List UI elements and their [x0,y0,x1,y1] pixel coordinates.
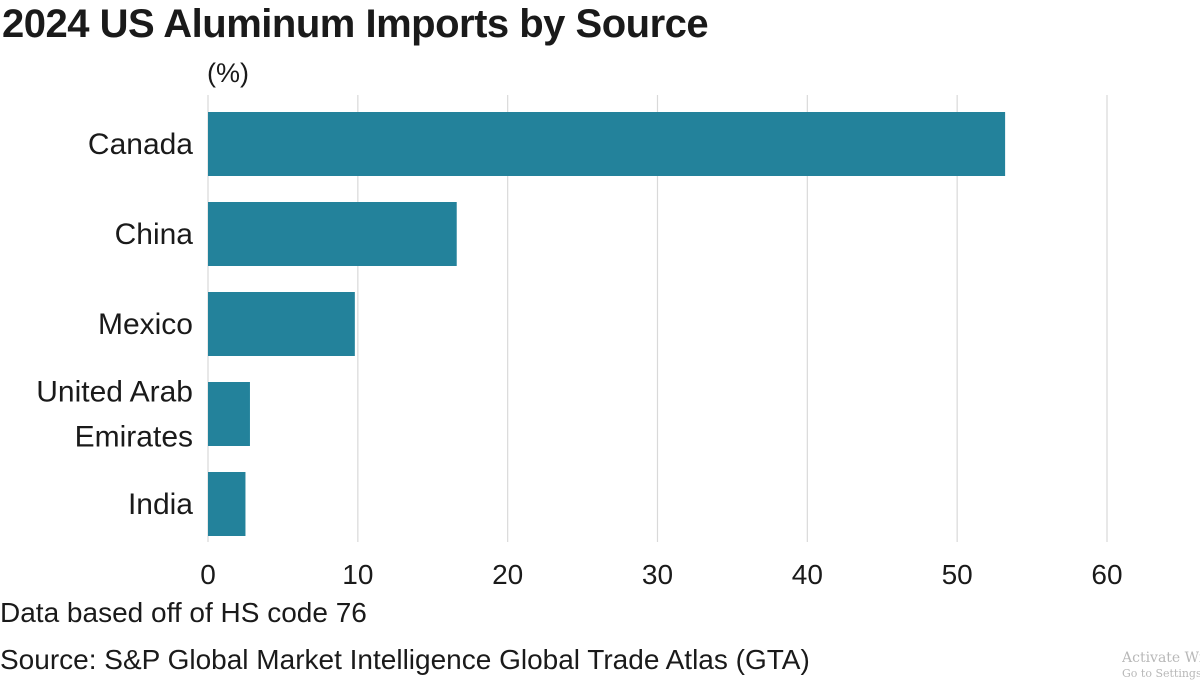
x-tick-label: 30 [642,559,673,590]
x-tick-label: 10 [342,559,373,590]
x-tick-label: 40 [792,559,823,590]
bar [208,112,1006,176]
category-label: China [115,218,194,251]
bars [208,112,1006,536]
x-tick-label: 0 [200,559,216,590]
watermark-line-2: Go to Settings [1122,667,1200,680]
data-note: Data based off of HS code 76 [0,597,367,628]
watermark-line-1: Activate Wi [1122,650,1200,666]
x-tick-label: 50 [942,559,973,590]
x-tick-label: 20 [492,559,523,590]
category-label: Emirates [75,421,193,454]
category-label: United Arab [36,376,193,409]
bar [208,292,355,356]
x-tick-labels: 0 10 20 30 40 50 60 [200,559,1122,590]
bar [208,202,457,266]
bar [208,472,246,536]
windows-activation-watermark: Activate Wi Go to Settings [1122,649,1200,681]
chart-title: 2024 US Aluminum Imports by Source [2,2,709,46]
category-label: India [128,488,193,521]
source-note: Source: S&P Global Market Intelligence G… [0,644,810,675]
bar [208,382,250,446]
category-labels: Canada China Mexico United Arab Emirates Indi… [36,128,193,521]
x-tick-label: 60 [1091,559,1122,590]
category-label: Canada [88,128,193,161]
category-label: Mexico [98,308,193,341]
bar-chart: Canada China Mexico United Arab Emirates Indi… [36,95,1123,590]
unit-label: (%) [207,58,249,88]
